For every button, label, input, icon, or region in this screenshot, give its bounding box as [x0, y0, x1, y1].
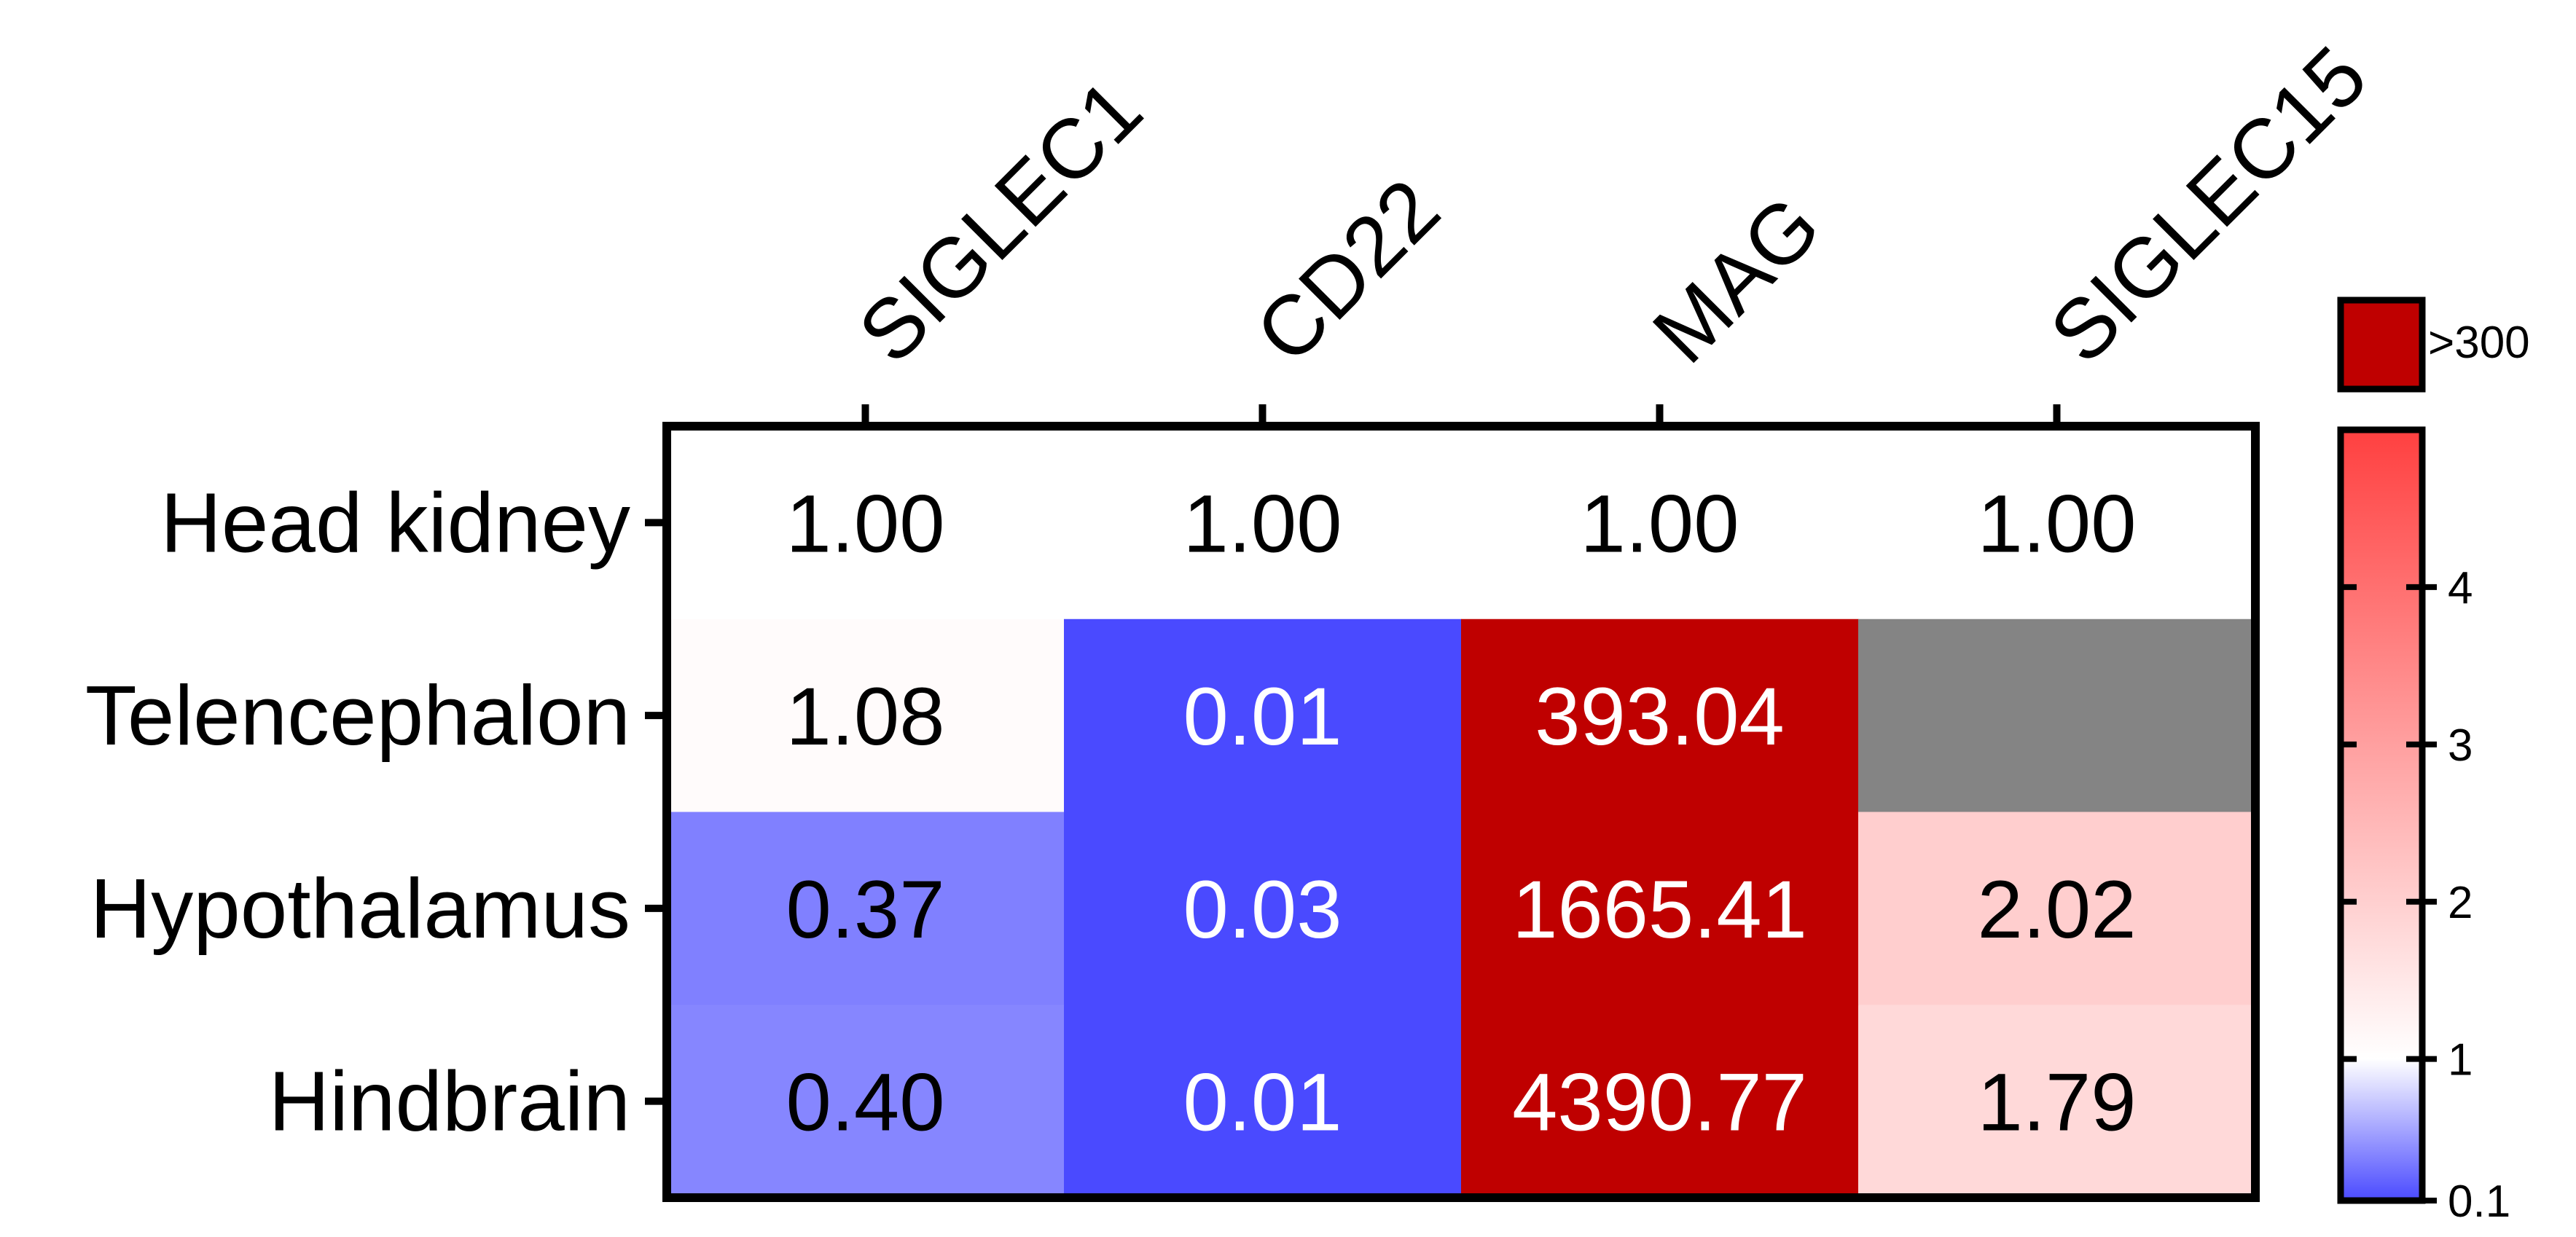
cell-value-label: 0.01 [1183, 671, 1342, 762]
overflow-label: >300 [2428, 318, 2530, 368]
column-label: MAG [1635, 178, 1838, 381]
cell-value-label: 1.00 [1978, 478, 2137, 569]
cell-value-label: 0.01 [1183, 1057, 1342, 1148]
colorbar: 0.1 1 2 3 4 >300 [2337, 297, 2530, 1227]
row-label: Hypothalamus [90, 861, 630, 956]
cell-value-label: 1665.41 [1512, 864, 1807, 955]
heatmap-cell [1461, 1005, 1859, 1198]
heatmap-cell [1064, 812, 1462, 1005]
heatmap-cell [1461, 812, 1859, 1005]
row-label: Telencephalon [85, 668, 630, 763]
cell-value-label: 0.03 [1183, 864, 1342, 955]
cell-value-label: 393.04 [1535, 671, 1785, 762]
cell-value-label: 1.79 [1978, 1057, 2137, 1148]
heatmap-cell [1064, 426, 1462, 620]
row-labels: Head kidney Telencephalon Hypothalamus Hind… [85, 475, 667, 1149]
column-label: CD22 [1237, 161, 1457, 381]
heatmap-cell [1461, 618, 1859, 812]
cell-value-label: 1.00 [1581, 478, 1739, 569]
plot-border [662, 422, 2260, 1202]
cell-value-label: 1.00 [786, 478, 945, 569]
heatmap-cells [667, 426, 2256, 1198]
cell-value-label: 1.00 [1183, 478, 1342, 569]
heatmap-cell [667, 1005, 1065, 1198]
colorbar-tick-label: 2 [2448, 878, 2473, 928]
heatmap-cell [667, 812, 1065, 1005]
heatmap-cell [1461, 426, 1859, 620]
colorbar-tick-label: 4 [2448, 563, 2473, 613]
cell-value-label: 2.02 [1978, 864, 2137, 955]
column-label: SIGLEC15 [2032, 28, 2384, 381]
cell-value-label: 1.08 [786, 671, 945, 762]
colorbar-tick-label: 0.1 [2448, 1177, 2510, 1227]
heatmap-cell [1858, 812, 2256, 1005]
cell-value-label: 0.37 [786, 864, 945, 955]
cell-value-label: 0.40 [786, 1057, 945, 1148]
row-label: Head kidney [160, 475, 630, 570]
heatmap-cell [667, 618, 1065, 812]
heatmap-cell [667, 426, 1065, 620]
heatmap-cell [1858, 426, 2256, 620]
heatmap-cell [1064, 1005, 1462, 1198]
colorbar-gradient [2337, 426, 2426, 1204]
colorbar-tick-label: 1 [2448, 1035, 2473, 1085]
row-label: Hindbrain [268, 1054, 630, 1149]
overflow-swatch [2337, 297, 2426, 393]
heatmap-cell-labels: 1.00 1.00 1.00 1.00 1.08 0.01 393.04 0.37 0.03 16… [786, 478, 2137, 1147]
colorbar-tick-label: 3 [2448, 720, 2473, 771]
cell-value-label: 4390.77 [1512, 1057, 1807, 1148]
column-labels: SIGLEC1 CD22 MAG SIGLEC15 [840, 28, 2384, 426]
column-label: SIGLEC1 [840, 61, 1159, 380]
heatmap-cell [1858, 618, 2256, 812]
heatmap-cell [1064, 618, 1462, 812]
heatmap-cell [1858, 1005, 2256, 1198]
